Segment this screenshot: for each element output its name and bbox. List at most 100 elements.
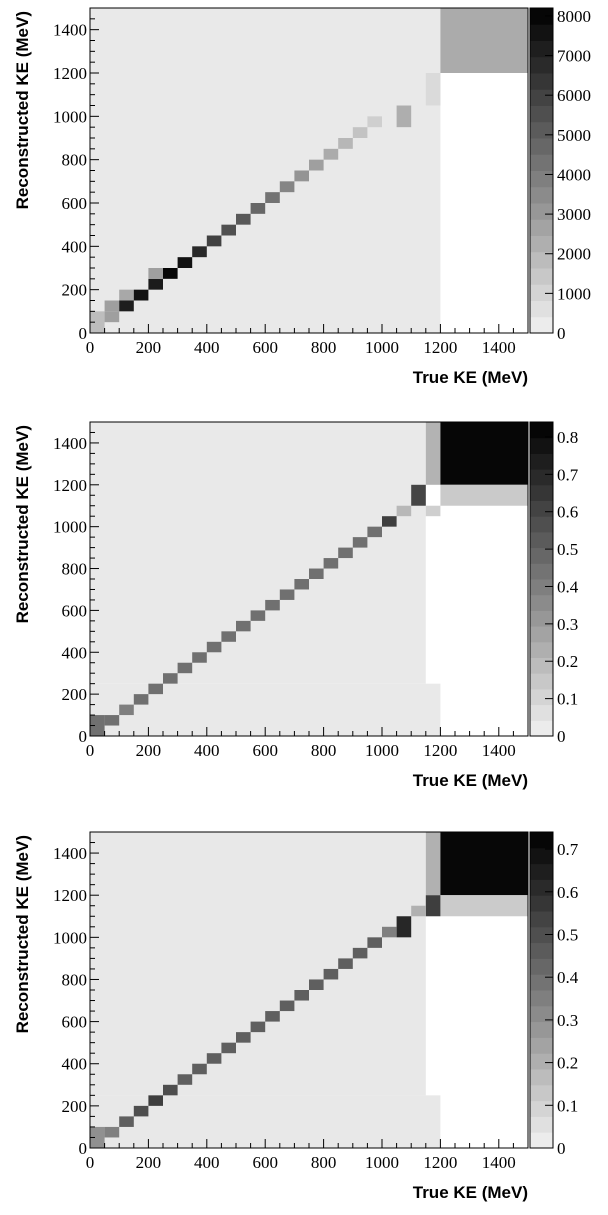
colorbar-segment xyxy=(530,484,553,501)
heatmap-cell xyxy=(163,1084,178,1096)
x-tick-label: 200 xyxy=(136,741,162,760)
x-tick-label: 600 xyxy=(252,1153,278,1172)
heatmap-cell xyxy=(250,203,266,214)
x-tick-label: 1400 xyxy=(482,741,516,760)
heatmap-cell xyxy=(90,832,426,1096)
colorbar-segment xyxy=(530,641,553,658)
colorbar-segment xyxy=(530,1005,553,1023)
x-axis-title: True KE (MeV) xyxy=(413,368,528,387)
colorbar-segment xyxy=(530,563,553,580)
heatmap-cell xyxy=(90,715,105,736)
panel-normalized-column: 0 200 400 600 800 1000 1200 1400 0 200 400 600 800 10… xyxy=(13,831,579,1202)
heatmap-cell xyxy=(323,968,339,980)
heatmap-cell xyxy=(352,127,368,138)
colorbar-segment xyxy=(530,942,553,959)
colorbar-segment xyxy=(530,1069,553,1086)
x-tick-label: 1400 xyxy=(482,338,516,357)
heatmap-cell xyxy=(396,916,412,938)
heatmap-cell xyxy=(425,73,441,106)
colorbar-segment xyxy=(530,1100,553,1117)
colorbar-segment xyxy=(530,316,553,334)
heatmap-cell xyxy=(367,937,382,948)
heatmap-cell xyxy=(279,589,295,600)
y-tick-label: 400 xyxy=(62,237,88,256)
colorbar-tick-label: 0.1 xyxy=(557,690,578,709)
y-tick-label: 1000 xyxy=(53,928,87,947)
colorbar-segment xyxy=(530,958,553,975)
heatmap-cell xyxy=(148,278,163,290)
heatmap-cell xyxy=(119,704,134,716)
heatmap-cell xyxy=(236,1032,251,1043)
colorbar-tick-label: 0.4 xyxy=(557,968,579,987)
x-tick-label: 800 xyxy=(311,1153,337,1172)
colorbar-segment xyxy=(530,219,553,236)
colorbar-tick-label: 4000 xyxy=(557,165,591,184)
colorbar-tick-label: 7000 xyxy=(557,47,591,66)
colorbar-tick-label: 5000 xyxy=(557,126,591,145)
colorbar-tick-label: 0.8 xyxy=(557,428,578,447)
colorbar-tick-label: 0.6 xyxy=(557,503,578,522)
colorbar-segment xyxy=(530,203,553,220)
heatmap-cell xyxy=(309,159,324,171)
heatmap-cell xyxy=(294,579,309,590)
y-tick-label: 800 xyxy=(62,560,88,579)
heatmap-cell xyxy=(133,289,149,301)
colorbar-segment xyxy=(530,121,553,139)
y-axis-title: Reconstructed KE (MeV) xyxy=(13,425,32,623)
colorbar-tick-label: 0 xyxy=(557,727,566,746)
heatmap-cell xyxy=(382,926,397,938)
heatmap-cell xyxy=(250,1021,266,1033)
y-tick-label: 0 xyxy=(79,727,88,746)
colorbar-segment xyxy=(530,105,553,123)
heatmap-cell xyxy=(148,683,163,695)
y-tick-label: 1200 xyxy=(53,886,87,905)
y-tick-label: 1000 xyxy=(53,107,87,126)
heatmap-cell xyxy=(148,1095,163,1106)
colorbar-segment xyxy=(530,284,553,301)
heatmap-cell xyxy=(206,641,222,653)
colorbar-frame xyxy=(529,7,554,334)
y-tick-label: 400 xyxy=(62,1055,88,1074)
heatmap-cell xyxy=(425,895,441,917)
heatmap-cell xyxy=(338,138,353,149)
x-tick-label: 1000 xyxy=(365,741,399,760)
y-tick-label: 600 xyxy=(62,194,88,213)
heatmap-cell xyxy=(352,947,368,959)
heatmap-cell xyxy=(440,484,528,506)
colorbar-segment xyxy=(530,24,553,41)
colorbar-segment xyxy=(530,547,553,564)
x-tick-label: 1200 xyxy=(423,1153,457,1172)
heatmap-cell xyxy=(367,526,382,538)
x-axis-title: True KE (MeV) xyxy=(413,1183,528,1202)
heatmap-cell xyxy=(163,673,178,684)
colorbar-segment xyxy=(530,268,553,285)
heatmap-cell xyxy=(221,1042,236,1054)
x-tick-label: 400 xyxy=(194,741,220,760)
colorbar-segment xyxy=(530,453,553,470)
x-tick-label: 1000 xyxy=(365,338,399,357)
colorbar-tick-label: 0.6 xyxy=(557,883,578,902)
colorbar-segment xyxy=(530,704,553,721)
heatmap-cell xyxy=(279,1000,295,1012)
colorbar-segment xyxy=(530,673,553,690)
colorbar-segment xyxy=(530,688,553,706)
heatmap-cell xyxy=(396,105,412,128)
y-tick-label: 200 xyxy=(62,1097,88,1116)
heatmap-cell xyxy=(338,958,353,969)
colorbar-segment xyxy=(530,40,553,58)
y-tick-label: 0 xyxy=(79,324,88,343)
y-tick-label: 1400 xyxy=(53,844,87,863)
colorbar-segment xyxy=(530,1116,553,1133)
heatmap-cell xyxy=(294,990,309,1001)
x-tick-label: 1400 xyxy=(482,1153,516,1172)
colorbar-segment xyxy=(530,300,553,318)
colorbar-segment xyxy=(530,1037,553,1054)
colorbar-segment xyxy=(530,832,553,849)
colorbar-segment xyxy=(530,626,553,643)
x-tick-label: 600 xyxy=(252,741,278,760)
heatmap-cell xyxy=(440,422,528,485)
colorbar-segment xyxy=(530,170,553,188)
heatmap-cell xyxy=(192,1063,207,1075)
colorbar-segment xyxy=(530,863,553,880)
